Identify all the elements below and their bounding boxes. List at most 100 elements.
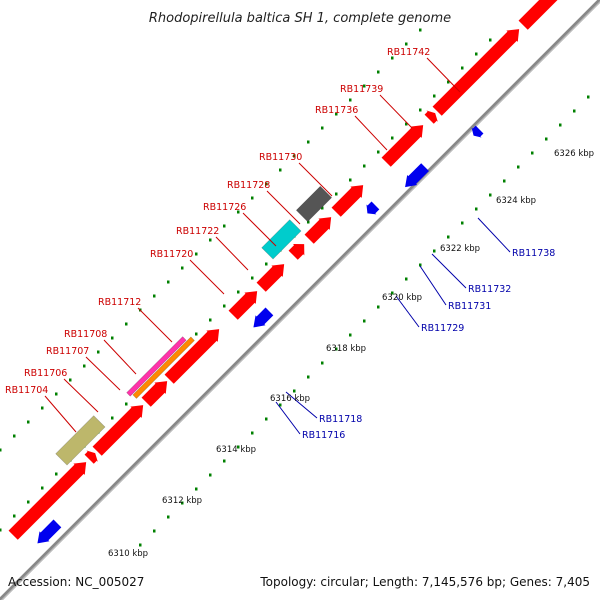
- axis-dot: [377, 305, 380, 309]
- forward-gene-arrow: [141, 381, 168, 407]
- axis-dot: [531, 151, 534, 155]
- axis-dot: [503, 179, 506, 183]
- axis-dot: [335, 347, 338, 351]
- axis-dot: [335, 112, 338, 116]
- forward-label-leader: [266, 190, 301, 225]
- axis-dot: [405, 122, 408, 126]
- forward-label-leader: [44, 395, 77, 433]
- reverse-label-leader: [395, 295, 420, 328]
- axis-dot: [321, 126, 324, 130]
- axis-dot: [475, 207, 478, 211]
- axis-dot: [447, 80, 450, 84]
- kbp-tick-label: 6316 kbp: [270, 394, 310, 404]
- magenta-feature-bar: [126, 336, 187, 397]
- reverse-gene-arrow: [253, 307, 274, 328]
- forward-gene-arrow: [432, 29, 520, 116]
- axis-dot: [265, 262, 268, 266]
- forward-gene-arrow: [331, 185, 364, 217]
- axis-dot: [195, 487, 198, 491]
- feature-layer: [55, 185, 333, 466]
- axis-dot: [0, 528, 2, 532]
- axis-dot: [251, 431, 254, 435]
- axis-dot: [363, 164, 366, 168]
- axis-dot: [167, 515, 170, 519]
- axis-dot: [153, 529, 156, 533]
- forward-gene-label: RB11708: [64, 329, 107, 340]
- axis-dot: [461, 221, 464, 225]
- axis-dot: [209, 238, 212, 242]
- forward-gene-arrow: [424, 110, 438, 124]
- axis-dot: [545, 137, 548, 141]
- reverse-gene-label: RB11716: [302, 430, 345, 441]
- axis-dot: [237, 290, 240, 294]
- axis-dot: [223, 224, 226, 228]
- kbp-tick-layer: 6310 kbp 6312 kbp 6314 kbp 6316 kbp 6318 kbp…: [108, 149, 594, 559]
- axis-dot: [27, 500, 30, 504]
- axis-dot: [489, 38, 492, 42]
- axis-dot: [251, 276, 254, 280]
- forward-gene-arrow: [381, 125, 424, 167]
- forward-label-leader: [63, 378, 99, 413]
- axis-dot: [517, 165, 520, 169]
- forward-gene-arrow: [8, 462, 87, 540]
- reverse-label-leader: [477, 217, 511, 253]
- kbp-tick-label: 6310 kbp: [108, 549, 148, 559]
- reverse-label-leader: [431, 253, 467, 289]
- forward-label-leader: [379, 94, 413, 129]
- forward-gene-label: RB11707: [46, 346, 89, 357]
- gene-label-layer: RB11742 RB11739 RB11736 RB11730 RB11728 RB117…: [5, 47, 555, 441]
- axis-dot: [335, 192, 338, 196]
- reverse-gene-arrow: [405, 163, 429, 188]
- axis-dot: [377, 70, 380, 74]
- reverse-gene-label: RB11732: [468, 284, 511, 295]
- axis-dot: [153, 294, 156, 298]
- map-title: Rhodopirellula baltica SH 1, complete ge…: [149, 11, 451, 26]
- axis-dot: [489, 193, 492, 197]
- axis-dot: [349, 98, 352, 102]
- orange-feature-bar: [132, 336, 195, 399]
- axis-dot: [433, 249, 436, 253]
- axis-dot: [41, 486, 44, 490]
- axis-dot: [41, 406, 44, 410]
- forward-gene-label: RB11704: [5, 385, 48, 396]
- reverse-label-leader: [275, 401, 301, 435]
- axis-dot: [559, 123, 562, 127]
- khaki-feature-bar: [55, 415, 106, 466]
- forward-gene-arrow: [288, 244, 305, 260]
- axis-dot: [461, 66, 464, 70]
- forward-gene-arrow: [84, 450, 98, 464]
- axis-dot: [251, 196, 254, 200]
- axis-dot: [433, 94, 436, 98]
- axis-dot: [55, 472, 58, 476]
- axis-dot: [139, 543, 142, 547]
- axis-dot: [391, 136, 394, 140]
- gray-feature-bar: [295, 185, 333, 223]
- forward-label-leader: [103, 339, 137, 375]
- reverse-gene-label: RB11731: [448, 301, 491, 312]
- axis-dot: [111, 416, 114, 420]
- axis-dot: [83, 364, 86, 368]
- axis-dot: [293, 154, 296, 158]
- axis-dot: [209, 318, 212, 322]
- forward-gene-label: RB11742: [387, 47, 430, 58]
- axis-dot: [237, 445, 240, 449]
- label-leader-layer: [44, 57, 511, 435]
- axis-dot: [349, 178, 352, 182]
- reverse-label-leader: [285, 391, 318, 419]
- forward-gene-label: RB11728: [227, 180, 270, 191]
- reverse-gene-arrow: [37, 519, 62, 544]
- forward-gene-label: RB11730: [259, 152, 302, 163]
- axis-dot: [363, 319, 366, 323]
- forward-gene-arrow: [164, 329, 220, 384]
- axis-dot: [237, 210, 240, 214]
- axis-dot: [209, 473, 212, 477]
- forward-label-leader: [137, 307, 173, 343]
- forward-gene-label: RB11706: [24, 368, 67, 379]
- gene-layer: [8, 0, 558, 544]
- axis-dot: [293, 389, 296, 393]
- kbp-tick-label: 6324 kbp: [496, 196, 536, 206]
- axis-dot: [391, 56, 394, 60]
